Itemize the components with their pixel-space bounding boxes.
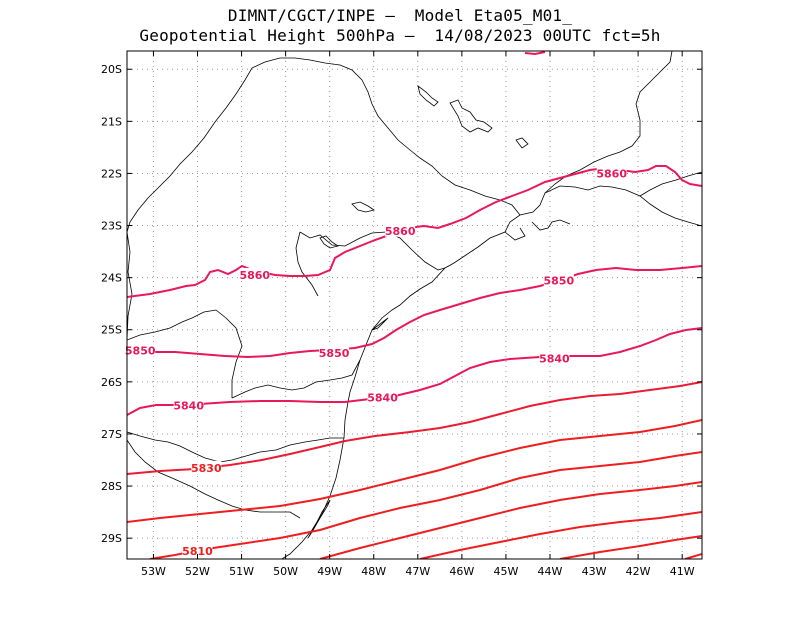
contour-value-label: 5840 xyxy=(173,399,204,412)
contour-value-label: 5840 xyxy=(539,352,570,365)
contour-label-background xyxy=(543,273,574,287)
contour-5810 xyxy=(149,451,702,559)
lon-tick-label: 44W xyxy=(538,565,563,578)
state-border-mg-sp xyxy=(244,57,521,216)
sepetiba-bay xyxy=(504,227,526,241)
lon-tick-label: 51W xyxy=(229,565,254,578)
guanabara-bay xyxy=(531,219,571,231)
state-border-ms-pr xyxy=(295,231,319,297)
lat-tick-label: 21S xyxy=(101,115,122,128)
contour-value-label: 5850 xyxy=(125,345,156,358)
border-argentina-brazil xyxy=(127,439,301,519)
contour-label-background xyxy=(191,460,222,474)
border-paraguay-brazil xyxy=(127,309,243,398)
map-title-line-2: Geopotential Height 500hPa – 14/08/2023 … xyxy=(139,26,661,45)
state-border-ms-sp xyxy=(127,79,246,233)
lon-tick-label: 41W xyxy=(670,565,695,578)
lat-tick-label: 29S xyxy=(101,532,122,545)
lon-tick-label: 52W xyxy=(185,565,210,578)
lat-tick-label: 28S xyxy=(101,480,122,493)
contour-label-background xyxy=(367,390,398,404)
state-border-pr-sc xyxy=(231,359,361,399)
contour-5770 xyxy=(684,553,702,559)
lat-tick-label: 22S xyxy=(101,167,122,180)
contour-5830 xyxy=(127,381,702,475)
contour-labels: 5860 5860 5860 5850 5850 5850 5840 5840 5840 5830… xyxy=(125,166,627,558)
contour-label-background xyxy=(173,398,204,412)
coastline-and-borders xyxy=(127,51,702,559)
contour-label-background xyxy=(319,346,350,360)
contour-value-label: 5840 xyxy=(367,391,398,404)
lat-tick-label: 20S xyxy=(101,63,122,76)
paranagua-bay xyxy=(371,317,389,331)
axis-ticks: 53W 52W 51W 50W 49W 48W 47W 46W 45W 44W 43W 42W 41W 2… xyxy=(101,51,702,578)
contour-value-label: 5810 xyxy=(182,545,213,558)
graticule xyxy=(127,51,702,559)
contour-value-label: 5850 xyxy=(543,274,574,287)
contour-value-label: 5860 xyxy=(385,225,416,238)
lon-tick-label: 47W xyxy=(405,565,430,578)
contour-label-background xyxy=(385,223,416,237)
contour-5780 xyxy=(559,535,702,559)
state-border-mg-rj-es xyxy=(544,51,673,194)
contour-5850 xyxy=(127,265,702,359)
paraguay-river xyxy=(127,231,133,341)
contour-label-background xyxy=(239,268,270,282)
reservoir-5 xyxy=(515,137,529,149)
lat-tick-label: 25S xyxy=(101,324,122,337)
contour-value-label: 5830 xyxy=(191,462,222,475)
lat-tick-label: 23S xyxy=(101,220,122,233)
lon-tick-label: 45W xyxy=(493,565,518,578)
contour-value-label: 5860 xyxy=(239,269,270,282)
map-title-line-1: DIMNT/CGCT/INPE – Model Eta05_M01_ xyxy=(227,6,573,25)
lat-tick-label: 27S xyxy=(101,428,122,441)
contour-5790 xyxy=(419,511,702,559)
lon-tick-label: 53W xyxy=(141,565,166,578)
atlantic-coastline xyxy=(280,185,702,559)
contour-value-label: 5850 xyxy=(319,347,350,360)
lon-tick-label: 43W xyxy=(582,565,607,578)
contour-label-background xyxy=(539,351,570,365)
lon-tick-label: 50W xyxy=(273,565,298,578)
reservoir-1 xyxy=(449,99,493,133)
contour-5800 xyxy=(319,481,702,559)
lon-tick-label: 42W xyxy=(626,565,651,578)
reservoir-3 xyxy=(351,201,375,213)
lon-tick-label: 46W xyxy=(449,565,474,578)
state-border-sc-rs xyxy=(127,431,344,463)
reservoir-2 xyxy=(417,85,439,107)
contour-5840 xyxy=(127,327,702,416)
contour-5820 xyxy=(127,419,702,523)
state-border-sp-pr xyxy=(299,231,446,271)
contour-label-background xyxy=(125,343,156,357)
geopotential-contours xyxy=(127,51,702,559)
reservoir-4 xyxy=(319,235,339,249)
contour-5860-top xyxy=(524,51,546,56)
lat-tick-label: 24S xyxy=(101,272,122,285)
lon-tick-label: 48W xyxy=(361,565,386,578)
lat-tick-label: 26S xyxy=(101,376,122,389)
map-frame xyxy=(126,50,703,560)
contour-value-label: 5860 xyxy=(596,167,627,180)
patos-lagoon xyxy=(307,499,331,539)
state-border-rj-es xyxy=(639,171,702,197)
lon-tick-label: 49W xyxy=(317,565,342,578)
contour-label-background xyxy=(182,544,213,558)
contour-label-background xyxy=(596,166,627,180)
